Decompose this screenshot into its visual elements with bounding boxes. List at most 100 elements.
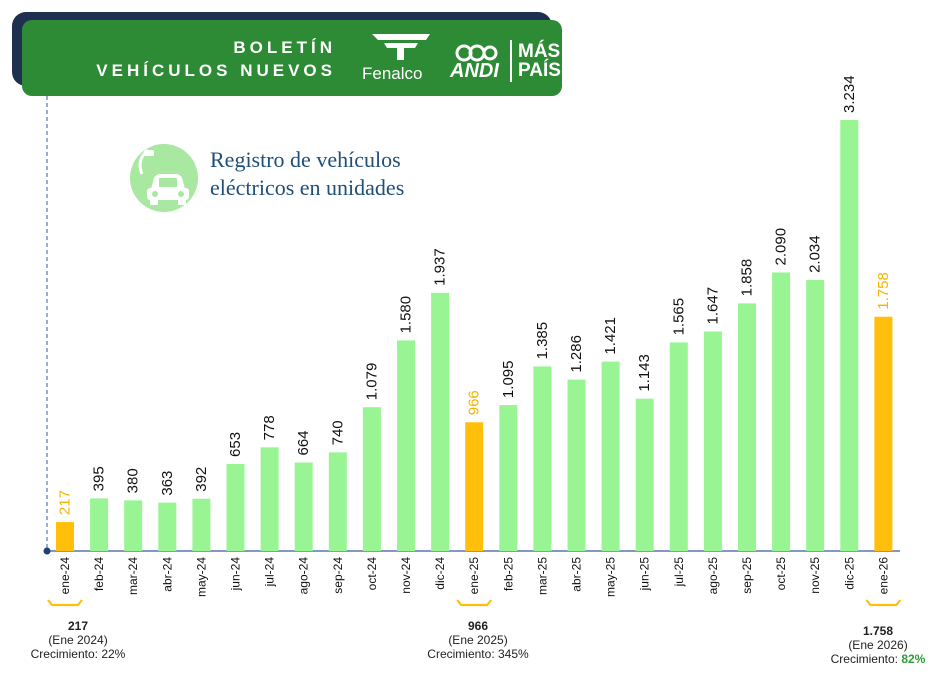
data-label: 395	[91, 466, 108, 491]
bar-dic-25	[840, 120, 859, 551]
tick-label: mar-24	[126, 557, 140, 595]
data-label: 1.079	[363, 363, 380, 401]
data-label: 1.937	[432, 248, 449, 286]
header-banner: BOLETÍN VEHÍCULOS NUEVOS Fenalco ANDI MÁ…	[22, 20, 562, 96]
annotation-growth: Crecimiento: 345%	[427, 647, 529, 661]
data-label: 1.385	[534, 322, 551, 360]
data-label: 380	[125, 468, 142, 493]
mas-logo-text: MÁS	[518, 41, 561, 62]
andi-logo-icon	[455, 44, 498, 62]
tick-label: nov-24	[399, 557, 413, 594]
tick-label: ene-26	[876, 557, 890, 595]
bar-may-25	[601, 361, 620, 551]
bar-may-24	[192, 498, 211, 551]
tick-label: oct-25	[774, 557, 788, 591]
data-label: 1.143	[636, 354, 653, 392]
axis-origin-dot	[43, 547, 51, 555]
bar-ago-25	[703, 331, 722, 551]
bar-mar-25	[533, 366, 552, 551]
bar-ago-24	[294, 462, 313, 551]
bar-abr-24	[158, 502, 177, 551]
tick-label: mar-25	[535, 557, 549, 595]
tick-label: may-25	[604, 557, 618, 597]
annotation-period: (Ene 2024)	[48, 633, 108, 647]
annotation-period: (Ene 2025)	[448, 633, 508, 647]
data-label: 1.286	[568, 335, 585, 373]
bar-dic-24	[431, 292, 450, 551]
tick-label: ene-25	[467, 557, 481, 595]
fenalco-logo-icon	[372, 34, 430, 60]
bar-jul-25	[669, 342, 688, 551]
tick-label: ago-25	[706, 557, 720, 595]
bar-nov-25	[806, 279, 825, 551]
data-label: 740	[329, 420, 346, 445]
chart-title: Registro de vehículos eléctricos en unid…	[210, 147, 405, 200]
bar-sep-25	[738, 303, 756, 551]
tick-label: jun-25	[638, 557, 652, 592]
data-label: 1.647	[704, 287, 721, 325]
data-label: 778	[261, 415, 278, 440]
data-label: 217	[57, 490, 74, 515]
pais-logo-text: PAÍS	[518, 60, 561, 81]
data-label: 2.034	[807, 235, 824, 273]
tick-label: ene-24	[58, 557, 72, 595]
annotation-ene-2025: 966 (Ene 2025) Crecimiento: 345%	[418, 619, 538, 661]
bar-nov-24	[397, 340, 415, 551]
tick-label: dic-24	[433, 557, 447, 590]
bar-feb-24	[90, 498, 109, 551]
tick-label: abr-25	[570, 557, 584, 592]
bulletin-label: BOLETÍN	[233, 38, 336, 57]
highlight-bracket	[47, 599, 83, 607]
annotation-growth: Crecimiento: 82%	[830, 652, 926, 666]
bar-oct-24	[362, 407, 381, 551]
tick-label: oct-24	[365, 557, 379, 591]
bar-jul-24	[260, 447, 279, 551]
annotation-value: 966	[467, 619, 489, 633]
bar-ene-24	[56, 522, 74, 551]
bar-ene-26	[874, 316, 893, 551]
ev-charging-car-icon	[130, 144, 198, 212]
bar-sep-24	[328, 452, 347, 551]
tick-label: jul-25	[672, 557, 686, 588]
data-label: 2.090	[773, 228, 790, 266]
bar-feb-25	[499, 405, 518, 551]
annotation-growth: Crecimiento: 22%	[30, 647, 126, 661]
data-label: 966	[466, 390, 483, 415]
data-label: 3.234	[841, 75, 858, 113]
data-label: 1.095	[500, 361, 517, 399]
fenalco-logo-text: Fenalco	[362, 64, 423, 83]
data-label: 1.858	[739, 259, 756, 297]
bar-ene-25	[465, 422, 484, 551]
bar-jun-24	[226, 463, 245, 551]
highlight-bracket	[456, 599, 493, 607]
tick-label: feb-24	[92, 557, 106, 591]
tick-label: may-24	[194, 557, 208, 597]
bar-abr-25	[567, 379, 586, 551]
data-label: 653	[227, 432, 244, 457]
bar-jun-25	[635, 398, 654, 551]
data-label: 664	[295, 430, 312, 455]
logo-divider	[510, 40, 512, 82]
data-label: 1.580	[398, 296, 415, 334]
tick-label: jun-24	[229, 557, 243, 592]
tick-label: ago-24	[297, 557, 311, 595]
bar-mar-24	[124, 500, 143, 551]
data-label: 392	[193, 467, 210, 492]
data-label: 1.565	[670, 298, 687, 336]
highlight-bracket	[865, 599, 902, 607]
annotation-ene-2026: 1.758 (Ene 2026) Crecimiento: 82%	[818, 624, 938, 666]
annotation-ene-2024: 217 (Ene 2024) Crecimiento: 22%	[18, 619, 138, 661]
annotation-value: 1.758	[862, 624, 894, 638]
data-label: 363	[159, 471, 176, 496]
tick-label: sep-24	[331, 557, 345, 594]
tick-label: sep-25	[740, 557, 754, 594]
tick-label: dic-25	[842, 557, 856, 590]
annotation-period: (Ene 2026)	[848, 638, 908, 652]
data-label: 1.421	[602, 317, 619, 355]
bulletin-title: VEHÍCULOS NUEVOS	[96, 61, 336, 80]
bar-oct-25	[772, 272, 791, 551]
tick-label: feb-25	[501, 557, 515, 591]
andi-logo-text: ANDI	[450, 60, 499, 82]
tick-label: abr-24	[160, 557, 174, 592]
